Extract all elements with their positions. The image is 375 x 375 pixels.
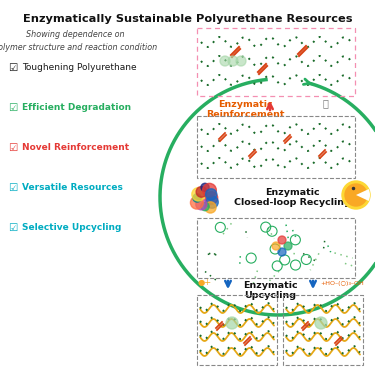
- Text: ☑: ☑: [8, 223, 17, 233]
- Circle shape: [278, 248, 286, 256]
- Text: ☑: ☑: [8, 63, 17, 73]
- Circle shape: [202, 183, 216, 197]
- Text: Versatile Resources: Versatile Resources: [22, 183, 123, 192]
- Text: Enzymatic
Upcycling: Enzymatic Upcycling: [243, 281, 297, 300]
- Circle shape: [201, 202, 209, 211]
- Circle shape: [220, 56, 230, 66]
- Text: ☑: ☑: [8, 143, 17, 153]
- Text: Enzymatic
Closed-loop Recycling: Enzymatic Closed-loop Recycling: [234, 188, 350, 207]
- Circle shape: [193, 194, 201, 202]
- Bar: [197, 28, 355, 96]
- Circle shape: [201, 183, 209, 191]
- Bar: [197, 218, 355, 278]
- Text: Novel Reinforcement: Novel Reinforcement: [22, 144, 129, 153]
- Bar: [197, 295, 277, 365]
- Circle shape: [196, 199, 207, 210]
- Text: ☑: ☑: [8, 103, 17, 113]
- Text: ⓘ: ⓘ: [322, 98, 328, 108]
- Text: Selective Upcycling: Selective Upcycling: [22, 224, 122, 232]
- Circle shape: [190, 196, 203, 209]
- Text: Enzymatic
Reinforcement: Enzymatic Reinforcement: [206, 100, 284, 119]
- Circle shape: [342, 181, 370, 209]
- Circle shape: [315, 317, 327, 329]
- Bar: [197, 116, 355, 178]
- Circle shape: [236, 56, 246, 66]
- Circle shape: [345, 184, 367, 206]
- Text: ☑: ☑: [8, 183, 17, 193]
- Circle shape: [206, 189, 217, 200]
- Text: ●+: ●+: [198, 279, 212, 288]
- Circle shape: [278, 236, 286, 244]
- Circle shape: [206, 196, 218, 208]
- Text: Toughening Polyurethane: Toughening Polyurethane: [22, 63, 136, 72]
- Text: Efficient Degradation: Efficient Degradation: [22, 104, 131, 112]
- Circle shape: [205, 202, 216, 213]
- Text: Showing dependence on
polymer structure and reaction condition: Showing dependence on polymer structure …: [0, 30, 157, 51]
- Circle shape: [228, 56, 238, 66]
- Circle shape: [205, 192, 218, 204]
- Text: Enzymatically Sustainable Polyurethane Resources: Enzymatically Sustainable Polyurethane R…: [23, 14, 353, 24]
- Circle shape: [284, 242, 292, 250]
- Text: +HO–(○)₃–OH: +HO–(○)₃–OH: [320, 280, 364, 285]
- Wedge shape: [356, 189, 370, 201]
- Circle shape: [196, 186, 207, 197]
- Bar: [283, 295, 363, 365]
- Circle shape: [192, 188, 205, 201]
- Circle shape: [226, 317, 238, 329]
- Circle shape: [272, 242, 280, 250]
